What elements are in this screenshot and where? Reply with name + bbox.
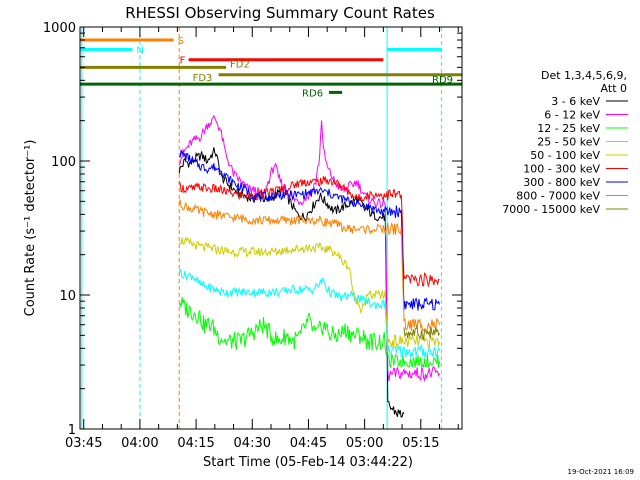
series-line-800-7000-kev	[178, 199, 440, 333]
y-tick-label-2: 100	[51, 155, 76, 170]
series-line-12-25-kev	[178, 296, 440, 369]
y-tick-label-0: 1	[68, 423, 76, 438]
y-tick-label-1: 10	[59, 289, 76, 304]
series-line-25-50-kev	[178, 268, 440, 358]
annotation-label-fd2: FD2	[230, 59, 250, 70]
series-line-3-6-kev	[178, 147, 405, 418]
x-tick-label-2: 04:15	[177, 436, 214, 451]
series-line-100-300-kev	[178, 176, 440, 288]
x-tick-label-4: 04:45	[290, 436, 327, 451]
annotation-label-f: F	[180, 56, 186, 67]
y-axis-label: Count Rate (s⁻¹ detector⁻¹)	[23, 140, 38, 317]
legend-header-1: Att 0	[601, 82, 627, 95]
series-line-300-800-kev	[178, 149, 440, 311]
annotation-label-s: S	[178, 36, 184, 47]
x-tick-label-5: 05:00	[346, 436, 383, 451]
legend-label-5: 100 - 300 keV	[523, 163, 600, 176]
legend-header-0: Det 1,3,4,5,6,9,	[541, 69, 627, 82]
legend-label-0: 3 - 6 keV	[551, 95, 600, 108]
x-axis-label: Start Time (05-Feb-14 03:44:22)	[203, 455, 413, 470]
x-tick-label-1: 04:00	[121, 436, 158, 451]
series-line-6-12-kev	[178, 114, 440, 383]
annotation-label-n: N	[136, 45, 143, 56]
legend-label-8: 7000 - 15000 keV	[502, 203, 600, 216]
chart-title: RHESSI Observing Summary Count Rates	[125, 4, 435, 22]
footer-timestamp: 19-Oct-2021 16:09	[568, 468, 634, 476]
annotation-label-rd6: RD6	[302, 88, 323, 99]
legend-label-7: 800 - 7000 keV	[516, 190, 600, 203]
x-tick-label-0: 03:45	[65, 436, 102, 451]
x-tick-label-6: 05:15	[402, 436, 439, 451]
legend-label-6: 300 - 800 keV	[523, 176, 600, 189]
legend-label-4: 50 - 100 keV	[530, 149, 600, 162]
annotation-label-fd3: FD3	[193, 73, 213, 84]
chart-axes: 1 10 100 1000 03:45 04:00 04:15 04:30 04:45 05:00…	[43, 21, 462, 451]
series-line-50-100-kev	[178, 236, 440, 350]
series-line-7000-15000-kev	[403, 324, 440, 342]
legend-label-1: 6 - 12 keV	[544, 109, 600, 122]
legend-label-2: 12 - 25 keV	[537, 122, 600, 135]
y-tick-label-3: 1000	[43, 21, 76, 36]
chart-marks: S N F FD2 FD3 RD9 RD6	[80, 27, 462, 429]
x-tick-label-3: 04:30	[234, 436, 271, 451]
annotation-label-rd9: RD9	[432, 75, 453, 86]
plot-frame	[79, 26, 463, 430]
legend-label-3: 25 - 50 keV	[537, 136, 600, 149]
